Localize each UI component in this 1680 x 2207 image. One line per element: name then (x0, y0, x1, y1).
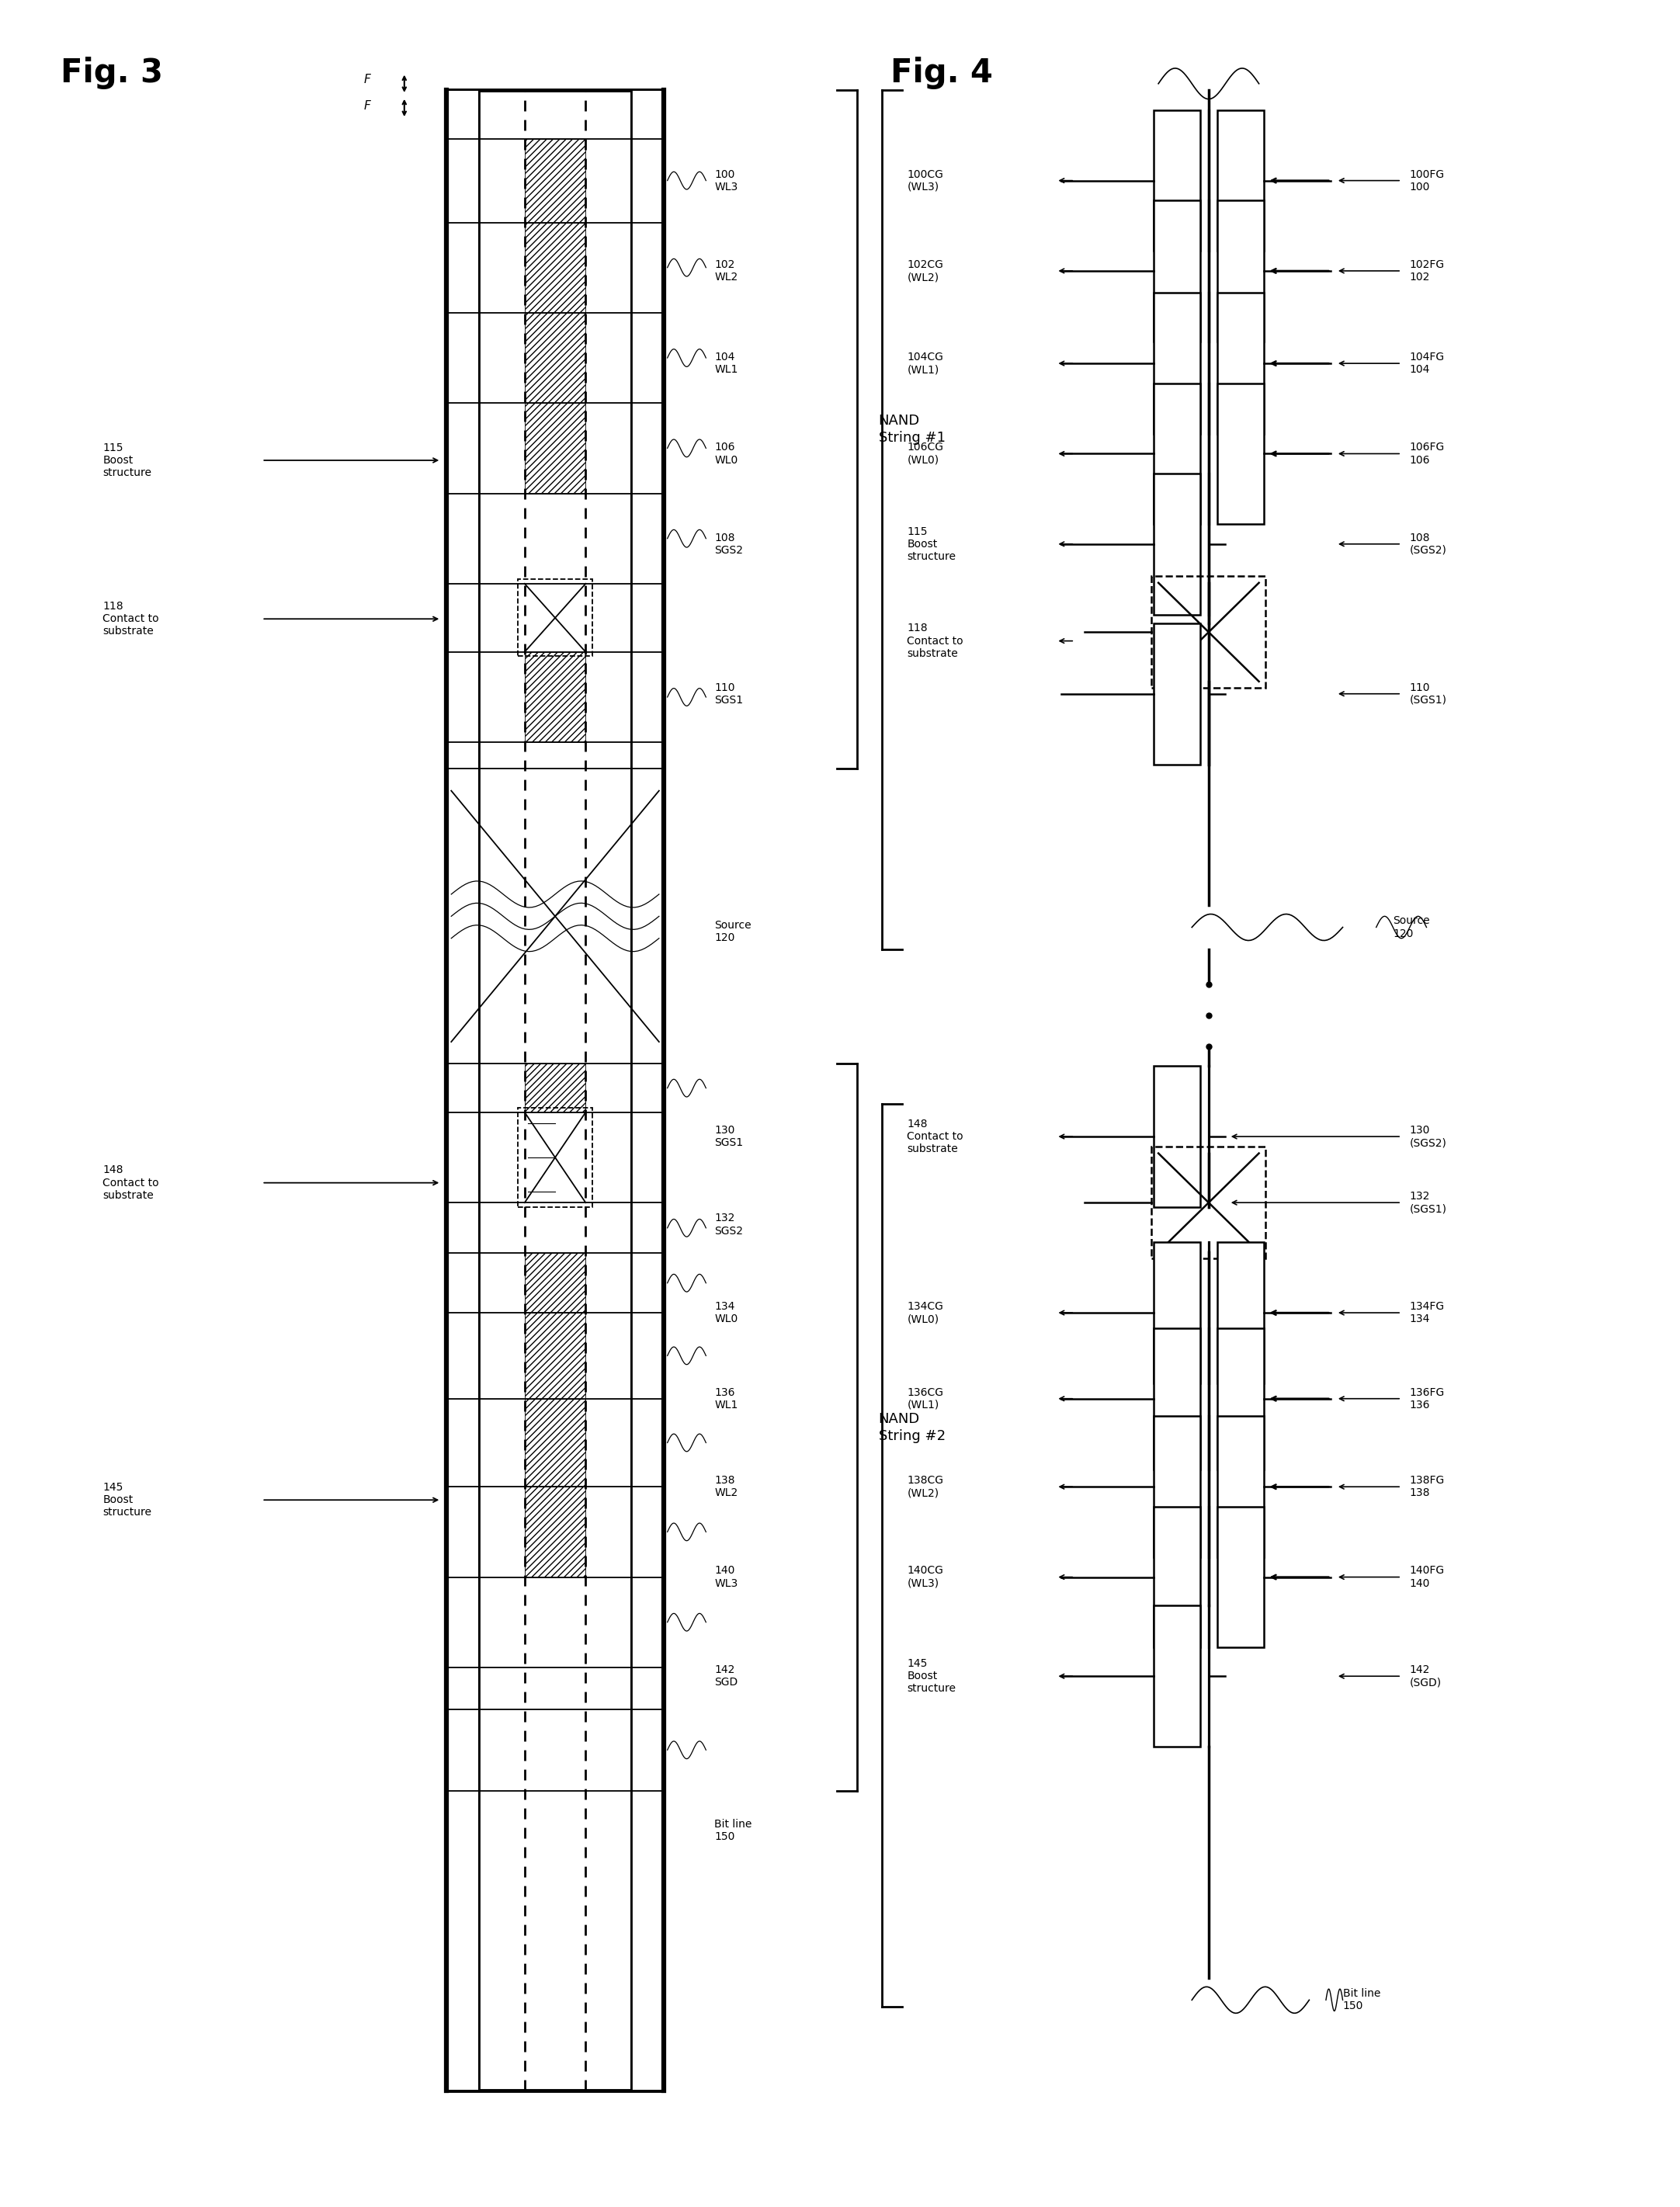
Bar (1154, 110, 1200, 252)
Bar (447, 90, 479, 2090)
Text: 132
(SGS1): 132 (SGS1) (1410, 1192, 1446, 1214)
Text: 136FG
136: 136FG 136 (1410, 1386, 1445, 1410)
Bar (524, 313, 586, 404)
Bar (1154, 384, 1200, 525)
Text: 102
WL2: 102 WL2 (714, 258, 738, 282)
Text: 134CG
(WL0): 134CG (WL0) (907, 1302, 944, 1324)
Text: 130
(SGS2): 130 (SGS2) (1410, 1126, 1446, 1148)
Text: Source
120: Source 120 (1393, 916, 1430, 938)
Text: 148
Contact to
substrate: 148 Contact to substrate (102, 1165, 160, 1201)
Bar (1216, 201, 1263, 342)
Text: Source
120: Source 120 (714, 920, 751, 942)
Text: Fig. 4: Fig. 4 (890, 57, 993, 88)
Bar (524, 1254, 586, 1313)
Bar (517, 578, 593, 655)
Text: 118
Contact to
substrate: 118 Contact to substrate (102, 600, 160, 638)
Bar (1154, 201, 1200, 342)
Bar (524, 1488, 586, 1578)
Text: F: F (365, 73, 371, 86)
Bar (517, 1108, 593, 1207)
Bar (524, 404, 586, 494)
Text: Bit line
150: Bit line 150 (1342, 1989, 1381, 2013)
Bar (447, 90, 664, 2090)
Text: 102FG
102: 102FG 102 (1410, 258, 1445, 282)
Bar (632, 90, 664, 2090)
Text: 145
Boost
structure: 145 Boost structure (907, 1657, 956, 1695)
Text: Bit line
150: Bit line 150 (714, 1819, 753, 1843)
Text: Fig. 3: Fig. 3 (60, 57, 163, 88)
Bar (1152, 576, 1265, 689)
Text: 100FG
100: 100FG 100 (1410, 170, 1445, 192)
Bar (1154, 294, 1200, 435)
Text: 130
SGS1: 130 SGS1 (714, 1126, 743, 1148)
Text: 140CG
(WL3): 140CG (WL3) (907, 1565, 944, 1589)
Bar (524, 1313, 586, 1399)
Bar (1216, 110, 1263, 252)
Text: NAND
String #1: NAND String #1 (879, 415, 946, 446)
Text: 118
Contact to
substrate: 118 Contact to substrate (907, 622, 963, 660)
Text: 108
(SGS2): 108 (SGS2) (1410, 532, 1446, 556)
Bar (524, 1064, 586, 1112)
Bar (1154, 1507, 1200, 1649)
Text: 115
Boost
structure: 115 Boost structure (907, 525, 956, 563)
Bar (1154, 1417, 1200, 1558)
Text: 145
Boost
structure: 145 Boost structure (102, 1481, 151, 1518)
Bar (1216, 294, 1263, 435)
Text: 140
WL3: 140 WL3 (714, 1565, 738, 1589)
Text: 104
WL1: 104 WL1 (714, 351, 738, 375)
Text: 110
(SGS1): 110 (SGS1) (1410, 682, 1446, 706)
Text: 108
SGS2: 108 SGS2 (714, 532, 743, 556)
Text: 106
WL0: 106 WL0 (714, 441, 738, 466)
Text: 148
Contact to
substrate: 148 Contact to substrate (907, 1119, 963, 1154)
Text: 132
SGS2: 132 SGS2 (714, 1214, 743, 1236)
Bar (1216, 384, 1263, 525)
Text: 138FG
138: 138FG 138 (1410, 1474, 1445, 1499)
Bar (1216, 1417, 1263, 1558)
Text: F: F (365, 99, 371, 113)
Bar (524, 651, 586, 742)
Text: 136CG
(WL1): 136CG (WL1) (907, 1386, 944, 1410)
Bar (1154, 1066, 1200, 1207)
Bar (1154, 475, 1200, 614)
Text: 142
SGD: 142 SGD (714, 1664, 738, 1688)
Text: 115
Boost
structure: 115 Boost structure (102, 441, 151, 479)
Text: 138
WL2: 138 WL2 (714, 1474, 738, 1499)
Bar (524, 139, 586, 223)
Bar (1154, 1243, 1200, 1384)
Text: 104FG
104: 104FG 104 (1410, 351, 1445, 375)
Bar (1154, 622, 1200, 764)
Text: 110
SGS1: 110 SGS1 (714, 682, 743, 706)
Bar (1152, 1148, 1265, 1258)
Text: 102CG
(WL2): 102CG (WL2) (907, 258, 944, 282)
Bar (524, 1399, 586, 1488)
Bar (1216, 1329, 1263, 1470)
Text: 134FG
134: 134FG 134 (1410, 1302, 1445, 1324)
Text: 136
WL1: 136 WL1 (714, 1386, 738, 1410)
Text: 104CG
(WL1): 104CG (WL1) (907, 351, 944, 375)
Text: 100CG
(WL3): 100CG (WL3) (907, 170, 944, 192)
Text: 140FG
140: 140FG 140 (1410, 1565, 1445, 1589)
Text: 106FG
106: 106FG 106 (1410, 441, 1445, 466)
Text: NAND
String #2: NAND String #2 (879, 1412, 946, 1443)
Bar (1216, 1507, 1263, 1649)
Bar (1154, 1329, 1200, 1470)
Text: 106CG
(WL0): 106CG (WL0) (907, 441, 944, 466)
Text: 134
WL0: 134 WL0 (714, 1302, 738, 1324)
Bar (524, 223, 586, 313)
Text: 100
WL3: 100 WL3 (714, 170, 738, 192)
Bar (1154, 1607, 1200, 1746)
Text: 142
(SGD): 142 (SGD) (1410, 1664, 1441, 1688)
Bar (1216, 1243, 1263, 1384)
Text: 138CG
(WL2): 138CG (WL2) (907, 1474, 944, 1499)
